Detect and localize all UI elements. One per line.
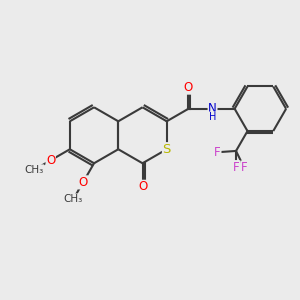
Text: F: F [233,160,239,174]
Text: N: N [208,102,217,115]
Text: O: O [46,154,55,167]
Text: CH₃: CH₃ [25,165,44,175]
Text: CH₃: CH₃ [64,194,83,204]
Text: O: O [138,180,147,193]
Text: F: F [241,161,247,174]
Text: H: H [209,112,216,122]
Text: S: S [163,143,171,156]
Text: F: F [214,146,221,159]
Text: O: O [78,176,88,189]
Text: O: O [184,81,193,94]
